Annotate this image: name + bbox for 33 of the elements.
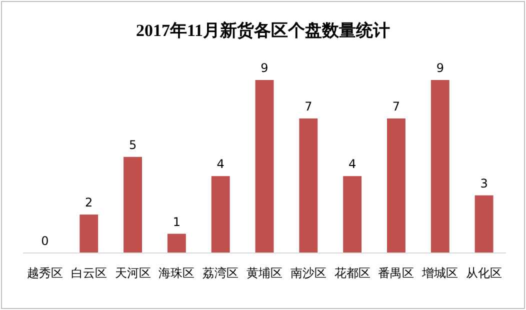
x-tick-label: 海珠区 [158,266,195,280]
bar [211,176,230,253]
bar [80,214,98,253]
data-label: 4 [216,157,224,172]
data-label: 2 [85,196,93,210]
data-label: 0 [41,234,49,248]
data-label: 9 [260,61,268,75]
x-tick-label: 从化区 [466,266,502,280]
x-tick-label: 花都区 [334,266,370,280]
x-tick-label: 南沙区 [290,266,326,280]
chart-title: 2017年11月新货各区个盘数量统计 [136,21,390,40]
data-label: 3 [480,176,488,190]
bar [299,118,318,253]
bar [474,195,494,253]
data-label: 7 [392,99,400,114]
data-label: 1 [172,214,180,229]
data-label: 9 [436,61,444,75]
x-tick-label: 黄埔区 [246,266,282,280]
bar [167,234,186,253]
data-label: 5 [128,138,137,152]
bar [343,176,362,253]
bar [387,118,406,253]
x-tick-label: 增城区 [421,266,458,280]
x-tick-label: 番禺区 [378,266,414,280]
data-label: 4 [348,157,356,172]
x-tick-label: 越秀区 [26,266,63,280]
x-tick-label: 天河区 [114,266,151,280]
x-tick-label: 白云区 [70,266,107,280]
bar [255,80,274,253]
bar [430,80,450,253]
data-label: 7 [304,99,312,114]
x-tick-label: 荔湾区 [202,266,239,280]
bar [124,156,142,253]
